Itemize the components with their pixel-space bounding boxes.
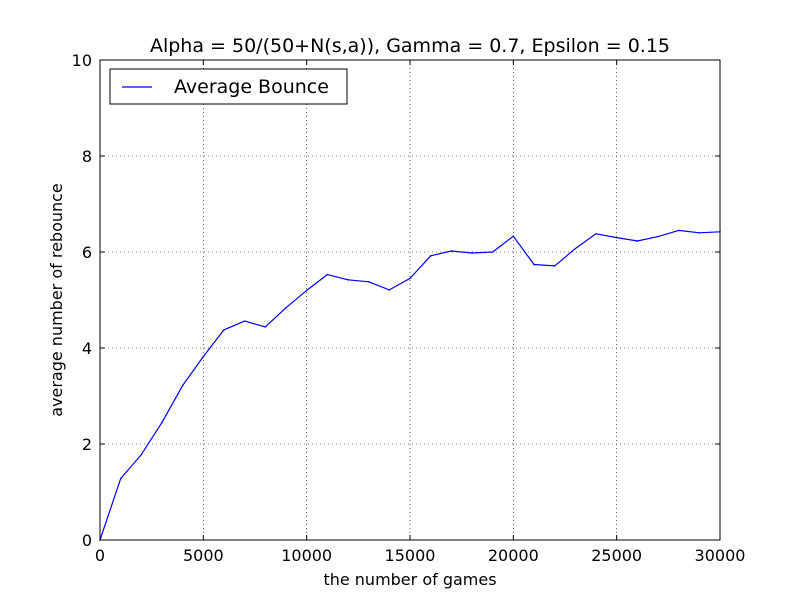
series-point — [491, 251, 494, 253]
series-point — [119, 477, 122, 480]
y-tick-labels: 0 2 4 6 8 10 — [72, 51, 92, 550]
legend-label: Average Bounce — [174, 76, 329, 98]
series-point — [140, 453, 143, 456]
series-point — [243, 320, 246, 322]
y-tick-label: 0 — [82, 531, 92, 550]
series-point — [574, 247, 577, 250]
series-point — [450, 250, 453, 252]
series-point — [285, 306, 287, 309]
y-tick-label: 2 — [82, 435, 92, 454]
x-tick-label: 5000 — [183, 546, 224, 565]
series-point — [202, 355, 205, 358]
plot-frame — [99, 59, 721, 541]
series-point — [553, 265, 556, 267]
series-point — [181, 384, 184, 387]
series-point — [512, 235, 515, 237]
series-point — [429, 255, 432, 257]
series-point — [615, 236, 618, 239]
x-tick-labels: 0 5000 10000 15000 20000 25000 30000 — [95, 546, 746, 565]
legend: Average Bounce — [109, 68, 348, 105]
series-point — [388, 289, 391, 291]
series-point — [595, 232, 597, 235]
x-axis-label: the number of games — [323, 570, 496, 589]
chart-title: Alpha = 50/(50+N(s,a)), Gamma = 0.7, Eps… — [150, 35, 670, 57]
y-tick-label: 4 — [82, 339, 92, 358]
x-tick-label: 0 — [95, 546, 105, 565]
series-point — [698, 232, 701, 234]
series-point — [347, 279, 349, 281]
series-point — [305, 289, 308, 292]
series-point — [471, 252, 473, 254]
y-tick-label: 8 — [82, 147, 92, 166]
y-tick-label: 10 — [72, 51, 92, 70]
series-point — [367, 280, 370, 283]
x-tick-label: 30000 — [695, 546, 746, 565]
series-point — [223, 328, 225, 331]
x-tick-label: 15000 — [385, 546, 436, 565]
x-tick-label: 10000 — [281, 546, 332, 565]
series-point — [677, 229, 680, 232]
series-point — [533, 263, 535, 266]
series-point — [326, 273, 329, 276]
series-lines — [99, 229, 721, 541]
series-point — [409, 277, 411, 280]
y-axis-label: average number of rebounce — [47, 183, 66, 417]
series-point — [657, 235, 659, 238]
series-point — [636, 240, 639, 242]
x-tick-label: 20000 — [488, 546, 539, 565]
series-point — [264, 326, 267, 328]
y-tick-label: 6 — [82, 243, 92, 262]
x-tick-label: 25000 — [591, 546, 642, 565]
series-point — [161, 421, 163, 424]
